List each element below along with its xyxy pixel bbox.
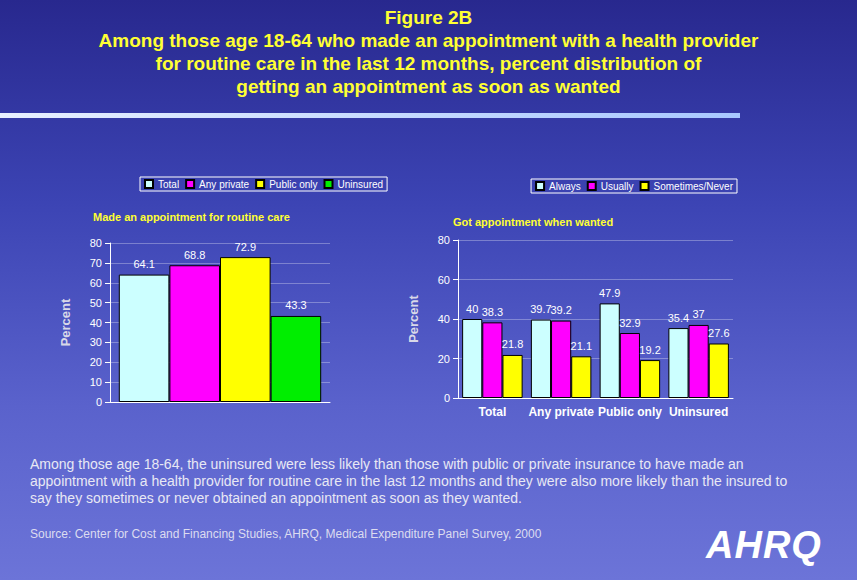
svg-text:60: 60 <box>438 274 450 286</box>
svg-text:10: 10 <box>90 376 102 388</box>
svg-text:Always: Always <box>549 181 581 192</box>
svg-text:0: 0 <box>96 396 102 408</box>
html-text:for routine care in the last 1: for routine care in the last 12 months, … <box>155 53 702 74</box>
svg-text:50: 50 <box>90 297 102 309</box>
svg-text:20: 20 <box>438 353 450 365</box>
svg-text:70: 70 <box>90 257 102 269</box>
html-text:getting an appointment as soon: getting an appointment as soon as wanted <box>236 76 621 97</box>
svg-text:80: 80 <box>438 234 450 246</box>
svg-text:40: 40 <box>466 303 478 315</box>
svg-text:68.8: 68.8 <box>184 249 205 261</box>
html-text:AHRQ: AHRQ <box>706 524 822 566</box>
svg-text:Sometimes/Never: Sometimes/Never <box>654 181 734 192</box>
svg-text:19.2: 19.2 <box>639 344 660 356</box>
svg-text:Any private: Any private <box>199 179 249 190</box>
svg-text:Percent: Percent <box>406 294 421 342</box>
svg-text:39.7: 39.7 <box>530 303 551 315</box>
svg-text:Total: Total <box>158 179 179 190</box>
svg-text:Usually: Usually <box>601 181 634 192</box>
svg-text:Public only: Public only <box>269 179 317 190</box>
svg-text:Any private: Any private <box>528 405 594 419</box>
svg-text:21.1: 21.1 <box>571 340 592 352</box>
html-text:Among those age 18-64, the uni: Among those age 18-64, the uninsured wer… <box>30 456 788 506</box>
svg-text:21.8: 21.8 <box>502 338 523 350</box>
html-text:Among those age 18-64 who made: Among those age 18-64 who made an appoin… <box>98 30 759 51</box>
svg-text:37: 37 <box>693 308 705 320</box>
svg-text:64.1: 64.1 <box>133 258 154 270</box>
svg-text:30: 30 <box>90 336 102 348</box>
svg-text:39.2: 39.2 <box>550 304 571 316</box>
svg-text:35.4: 35.4 <box>668 312 689 324</box>
svg-text:Percent: Percent <box>58 298 73 346</box>
svg-text:Uninsured: Uninsured <box>338 179 384 190</box>
html-text:Source: Center for Cost and Fi: Source: Center for Cost and Financing St… <box>30 527 542 541</box>
svg-text:38.3: 38.3 <box>482 306 503 318</box>
svg-text:43.3: 43.3 <box>285 299 306 311</box>
svg-text:60: 60 <box>90 277 102 289</box>
svg-text:47.9: 47.9 <box>599 287 620 299</box>
svg-text:Got appointment when wanted: Got appointment when wanted <box>453 216 613 228</box>
svg-text:0: 0 <box>444 392 450 404</box>
svg-text:72.9: 72.9 <box>235 241 256 253</box>
svg-text:Made an appointment for routin: Made an appointment for routine care <box>93 211 290 223</box>
html-text:Figure 2B: Figure 2B <box>384 7 473 28</box>
svg-text:Uninsured: Uninsured <box>669 405 728 419</box>
svg-text:40: 40 <box>438 313 450 325</box>
svg-text:40: 40 <box>90 317 102 329</box>
svg-text:27.6: 27.6 <box>708 327 729 339</box>
svg-text:32.9: 32.9 <box>619 317 640 329</box>
svg-text:80: 80 <box>90 237 102 249</box>
svg-text:20: 20 <box>90 356 102 368</box>
svg-text:Public only: Public only <box>598 405 662 419</box>
svg-text:Total: Total <box>478 405 506 419</box>
